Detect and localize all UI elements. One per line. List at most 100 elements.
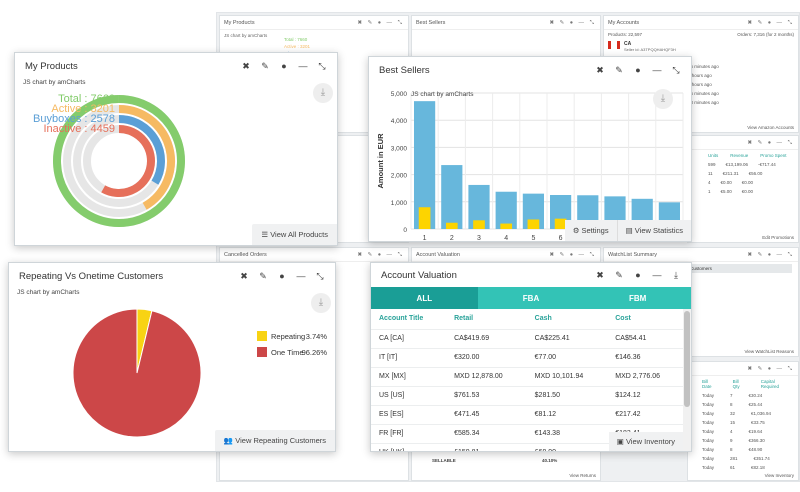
bg-promotions-widget: ✖ ✎ ● — ⤡ Units Revenue Promo Spent 599 €… <box>687 135 799 243</box>
view-all-products-label: View All Products <box>270 230 328 239</box>
bg-view-returns-link[interactable]: View Returns <box>569 473 596 478</box>
y-tick-label: 4,000 <box>391 118 408 125</box>
bg-inventory-cell: 8 <box>730 402 733 407</box>
minimize-icon[interactable]: — <box>298 60 308 71</box>
bg-my-products-credit: JS chart by amCharts <box>224 33 268 38</box>
ring-label-total: Total : 7660 <box>58 93 115 105</box>
bg-view-watchlist-link[interactable]: View WatchList Reasons <box>744 349 794 354</box>
close-icon[interactable]: ✖ <box>596 64 604 75</box>
view-repeating-customers-button[interactable]: 👥 View Repeating Customers <box>214 430 335 451</box>
table-cell: CA$419.69 <box>446 329 527 349</box>
bg-inventory-cell: 32 <box>730 411 736 416</box>
expand-icon[interactable]: ⤡ <box>316 270 324 281</box>
column-header: Cash <box>526 309 608 330</box>
bg-widget-tools-icon: ✖ ✎ ● — ⤡ <box>747 20 794 26</box>
best-sellers-bar-chart: 0 1,000 2,000 3,000 4,000 5,000 1 2 3 4 5 6 Amount i… <box>376 91 684 242</box>
bg-inventory-cell: €1,036.94 <box>751 411 772 416</box>
bg-promo-cell: 4 <box>708 180 711 185</box>
chart-credit: JS chart by amCharts <box>23 79 86 86</box>
legend-value: 96.26% <box>302 348 328 357</box>
bg-edit-promotions-link[interactable]: Edit Promotions <box>762 235 794 240</box>
bg-view-inventory-link[interactable]: View Inventory <box>764 473 794 478</box>
x-tick-label: 4 <box>504 235 508 242</box>
bg-promo-header: Promo Spent <box>760 153 787 158</box>
bar <box>418 207 431 229</box>
color-drop-icon[interactable]: ● <box>279 270 285 281</box>
edit-icon[interactable]: ✎ <box>615 269 623 280</box>
minimize-icon[interactable]: — <box>652 64 662 75</box>
x-tick-label: 3 <box>477 235 481 242</box>
bg-valuation-title: Account Valuation <box>416 252 460 258</box>
scrollbar[interactable] <box>683 309 691 451</box>
download-icon[interactable]: ⤓ <box>674 269 678 280</box>
bg-sellable-pct: 40.10% <box>542 458 558 463</box>
table-row[interactable]: CA [CA] CA$419.69 CA$225.41 CA$54.41 <box>371 329 683 349</box>
tab-fbm[interactable]: FBM <box>584 287 691 309</box>
table-cell: €81.12 <box>526 405 608 425</box>
bg-inventory-row: Today 9 €366.30 <box>688 436 798 445</box>
table-cell: MXD 12,878.00 <box>446 367 527 387</box>
scrollbar-thumb[interactable] <box>684 311 690 407</box>
expand-icon[interactable]: ⤡ <box>318 60 326 71</box>
bg-customers-header: Customers <box>610 264 792 273</box>
tab-fba[interactable]: FBA <box>477 287 585 309</box>
edit-icon[interactable]: ✎ <box>261 60 269 71</box>
bg-inventory-cell: 7 <box>730 393 733 398</box>
y-axis-label: Amount in EUR <box>376 133 385 189</box>
table-cell: MXD 2,776.06 <box>607 367 683 387</box>
edit-icon[interactable]: ✎ <box>615 64 623 75</box>
bg-inventory-cell: €48.90 <box>748 447 763 452</box>
bg-promo-cell: 599 <box>708 162 716 167</box>
bar <box>441 165 463 229</box>
tab-all[interactable]: ALL <box>371 287 478 309</box>
bg-inventory-cell: €25.44 <box>748 402 763 407</box>
bg-promo-cell: €0.00 <box>720 180 732 185</box>
bg-promo-cell: €5.00 <box>720 189 732 194</box>
legend-label: One Time <box>271 348 304 357</box>
bg-inventory-row: Today 281 €351.74 <box>688 454 798 463</box>
download-icon[interactable]: ⤓ <box>311 293 331 313</box>
legend-marker <box>257 347 267 357</box>
widget-toolbar: ✖ ✎ ● — ⤓ <box>595 270 681 281</box>
color-drop-icon[interactable]: ● <box>635 64 641 75</box>
minimize-icon[interactable]: — <box>296 270 306 281</box>
table-row[interactable]: MX [MX] MXD 12,878.00 MXD 10,101.94 MXD 2,7… <box>371 367 683 387</box>
view-inventory-button[interactable]: ▣ View Inventory <box>608 432 683 451</box>
download-icon[interactable]: ⤓ <box>313 83 333 103</box>
view-statistics-button[interactable]: ▤ View Statistics <box>625 226 683 235</box>
bg-inventory-cell: €366.30 <box>748 438 765 443</box>
bg-widget-tools-icon: ✖ ✎ ● — ⤡ <box>747 252 794 258</box>
bar <box>473 220 485 229</box>
legend-marker <box>257 331 267 341</box>
bar <box>527 219 540 229</box>
download-icon[interactable]: ⤓ <box>653 89 673 109</box>
close-icon[interactable]: ✖ <box>242 60 250 71</box>
edit-icon[interactable]: ✎ <box>259 270 267 281</box>
table-cell: $124.12 <box>607 386 683 406</box>
bg-view-amazon-accounts-link[interactable]: View Amazon Accounts <box>747 125 794 130</box>
close-icon[interactable]: ✖ <box>596 269 604 280</box>
bg-watchlist-title: WatchList Summary <box>608 252 658 258</box>
table-row[interactable]: ES [ES] €471.45 €81.12 €217.42 <box>371 405 683 425</box>
close-icon[interactable]: ✖ <box>240 270 248 281</box>
minimize-icon[interactable]: — <box>652 269 662 280</box>
table-row[interactable]: IT [IT] €320.00 €77.00 €146.36 <box>371 348 683 368</box>
color-drop-icon[interactable]: ● <box>281 60 287 71</box>
view-repeating-label: View Repeating Customers <box>235 436 326 445</box>
expand-icon[interactable]: ⤡ <box>672 64 680 75</box>
bg-inventory-row: Today 8 €25.44 <box>688 400 798 409</box>
bg-inventory-cell: Today <box>702 393 715 398</box>
bg-promo-rows: 599 €13,199.06 -€717.44 11 €211.31 €56.00 4 €0.… <box>688 160 798 196</box>
bg-sync-time: 3 hours ago <box>688 82 712 87</box>
view-inventory-label: View Inventory <box>625 437 675 446</box>
bg-inventory-cell: Today <box>702 429 715 434</box>
ring-label-active: Active : 3201 <box>51 103 115 115</box>
color-drop-icon[interactable]: ● <box>635 269 641 280</box>
settings-button[interactable]: ⚙ Settings <box>565 220 618 241</box>
bg-inventory-cell: Today <box>702 456 715 461</box>
table-row[interactable]: US [US] $761.53 $281.50 $124.12 <box>371 386 683 406</box>
bar <box>495 191 517 229</box>
bg-inventory-cell: Today <box>702 447 715 452</box>
view-all-products-button[interactable]: ☰ View All Products <box>252 224 337 245</box>
